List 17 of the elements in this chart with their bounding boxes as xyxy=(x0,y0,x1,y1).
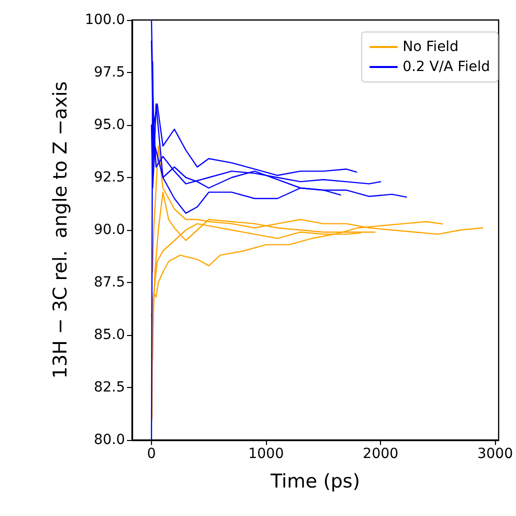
x-tick-label: 3000 xyxy=(477,446,514,462)
y-tick-label: 85.0 xyxy=(94,327,125,343)
legend-label: 0.2 V/A Field xyxy=(402,59,490,75)
y-tick-label: 95.0 xyxy=(94,117,125,133)
legend-label: No Field xyxy=(402,39,458,55)
y-tick-label: 82.5 xyxy=(94,380,125,396)
x-tick-label: 0 xyxy=(147,446,156,462)
y-tick-label: 100.0 xyxy=(84,12,125,28)
y-axis-title: 13H − 3C rel. angle to Z −axis xyxy=(50,81,72,379)
x-tick-label: 2000 xyxy=(362,446,398,462)
x-tick-label: 1000 xyxy=(248,446,284,462)
x-axis-title: Time (ps) xyxy=(270,470,360,492)
y-tick-label: 80.0 xyxy=(94,432,125,448)
y-tick-label: 90.0 xyxy=(94,222,125,238)
y-tick-label: 92.5 xyxy=(94,170,125,186)
y-tick-label: 87.5 xyxy=(94,274,125,290)
y-tick-label: 97.5 xyxy=(94,64,125,80)
